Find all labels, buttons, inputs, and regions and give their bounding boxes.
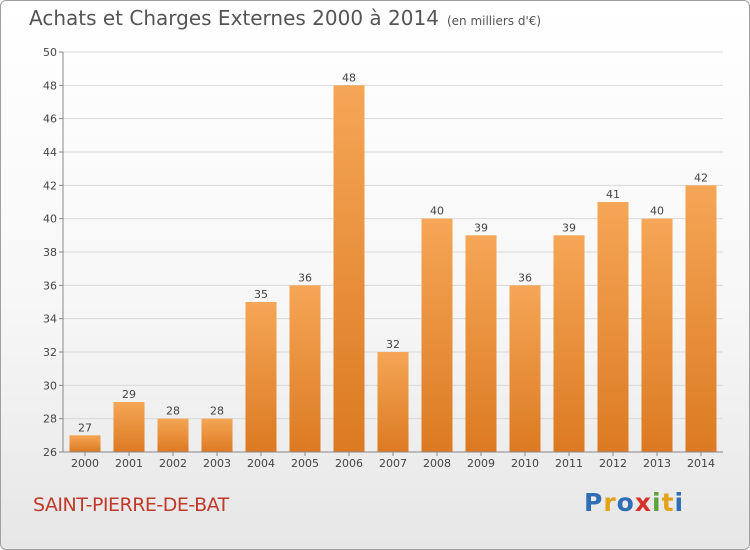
- y-tick-label: 38: [43, 246, 57, 259]
- data-label: 48: [342, 71, 356, 84]
- data-label: 41: [606, 188, 620, 201]
- x-tick-label: 2004: [247, 457, 275, 470]
- x-tick-label: 2002: [159, 457, 187, 470]
- y-tick-label: 40: [43, 213, 57, 226]
- bar: [597, 202, 629, 452]
- x-tick-label: 2013: [643, 457, 671, 470]
- x-tick-label: 2009: [467, 457, 495, 470]
- proxiti-logo[interactable]: Proxiti: [584, 488, 684, 517]
- data-label: 39: [474, 221, 488, 234]
- chart-unit: (en milliers d'€): [446, 14, 542, 28]
- y-tick-label: 30: [43, 379, 57, 392]
- y-tick-label: 46: [43, 113, 57, 126]
- x-tick-label: 2014: [687, 457, 715, 470]
- bars: 27 29 28 28 35 36 48 32 40 39 36 39 41 40 42: [69, 71, 717, 453]
- data-label: 32: [386, 338, 400, 351]
- data-label: 36: [518, 271, 532, 284]
- data-label: 28: [210, 405, 224, 418]
- x-tick-label: 2012: [599, 457, 627, 470]
- x-tick-label: 2000: [71, 457, 99, 470]
- data-label: 40: [650, 205, 664, 218]
- bar: [289, 285, 321, 452]
- data-label: 27: [78, 421, 92, 434]
- y-tick-label: 42: [43, 179, 57, 192]
- chart-title: Achats et Charges Externes 2000 à 2014 (e…: [29, 6, 541, 30]
- bar: [157, 418, 189, 452]
- bar: [333, 85, 365, 452]
- logo-letter: i: [674, 488, 685, 517]
- y-tick-label: 34: [43, 313, 57, 326]
- logo-letter: x: [634, 488, 652, 517]
- y-tick-label: 26: [43, 446, 57, 459]
- bar: [641, 218, 673, 452]
- town-name: SAINT-PIERRE-DE-BAT: [33, 494, 229, 516]
- bar: [201, 418, 233, 452]
- x-tick-label: 2006: [335, 457, 363, 470]
- x-tick-label: 2007: [379, 457, 407, 470]
- bar: [421, 218, 453, 452]
- x-tick-label: 2010: [511, 457, 539, 470]
- logo-letter: r: [603, 488, 617, 517]
- y-tick-label: 44: [43, 146, 57, 159]
- chart-title-text: Achats et Charges Externes 2000 à 2014: [29, 6, 439, 30]
- data-label: 36: [298, 271, 312, 284]
- x-tick-label: 2008: [423, 457, 451, 470]
- bar: [685, 185, 717, 453]
- data-label: 28: [166, 405, 180, 418]
- logo-letter: P: [584, 488, 604, 517]
- y-tick-label: 50: [43, 46, 57, 59]
- y-tick-label: 32: [43, 346, 57, 359]
- x-tick-label: 2005: [291, 457, 319, 470]
- x-tick-label: 2011: [555, 457, 583, 470]
- y-tick-label: 48: [43, 79, 57, 92]
- logo-letter: o: [616, 488, 635, 517]
- data-label: 35: [254, 288, 268, 301]
- data-label: 39: [562, 221, 576, 234]
- axes: 26 28 30 32 34 36 38 40 42 44 46 48 50 2000 2001 2002 20…: [43, 46, 723, 470]
- bar: [69, 435, 101, 452]
- logo-letter: t: [661, 488, 675, 517]
- bar: [377, 352, 409, 452]
- bar: [245, 302, 277, 452]
- logo-letter: i: [652, 488, 662, 517]
- bar: [465, 235, 497, 452]
- data-label: 40: [430, 205, 444, 218]
- bar: [553, 235, 585, 452]
- x-tick-label: 2003: [203, 457, 231, 470]
- bar: [113, 402, 145, 452]
- bar: [509, 285, 541, 452]
- y-tick-label: 28: [43, 413, 57, 426]
- y-tick-label: 36: [43, 279, 57, 292]
- data-label: 29: [122, 388, 136, 401]
- data-label: 42: [694, 171, 708, 184]
- x-tick-label: 2001: [115, 457, 143, 470]
